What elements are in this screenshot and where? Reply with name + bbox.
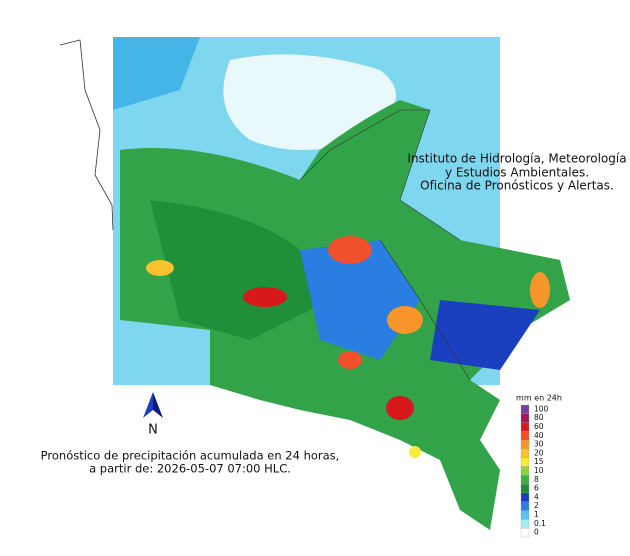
header-line: Instituto de Hidrología, Meteorología <box>407 152 626 166</box>
header-line: Oficina de Pronósticos y Alertas. <box>420 179 614 193</box>
field-patch <box>409 446 421 458</box>
legend-swatch <box>520 510 530 520</box>
legend-swatch <box>520 484 530 494</box>
legend-swatch <box>520 466 530 476</box>
field-patch <box>386 396 414 420</box>
legend-label: 2 <box>534 501 539 510</box>
legend-swatch <box>520 422 530 432</box>
legend-swatch <box>520 404 530 414</box>
precip-field <box>113 37 570 530</box>
field-patch <box>113 37 200 110</box>
north-arrow <box>143 392 153 418</box>
north-label: N <box>148 423 158 438</box>
legend-title: mm en 24h <box>516 394 562 403</box>
caption-line: Pronóstico de precipitación acumulada en… <box>41 449 340 463</box>
legend-box <box>510 390 568 540</box>
legend-swatch <box>520 413 530 423</box>
field-patch <box>530 272 550 308</box>
header-line: y Estudios Ambientales. <box>445 166 589 180</box>
field-patch <box>430 300 540 370</box>
legend-label: 80 <box>534 413 544 422</box>
field-patch <box>300 240 420 360</box>
legend-swatch <box>520 475 530 485</box>
legend-label: 4 <box>534 492 539 501</box>
field-patch <box>387 306 423 334</box>
field-patch <box>338 351 362 369</box>
legend-label: 20 <box>534 448 544 457</box>
border <box>299 109 471 381</box>
legend-swatch <box>520 440 530 450</box>
legend-label: 0.1 <box>534 519 546 528</box>
field-patch <box>243 287 287 307</box>
legend-swatch <box>520 501 530 511</box>
dry-area <box>223 54 396 150</box>
field-patch <box>150 200 330 340</box>
legend-label: 1 <box>534 510 539 519</box>
legend-label: 100 <box>534 404 549 413</box>
legend-label: 10 <box>534 466 544 475</box>
legend-swatch <box>520 457 530 467</box>
legend-label: 15 <box>534 457 544 466</box>
field-patch <box>328 236 372 264</box>
north-arrow <box>153 392 163 418</box>
legend-label: 60 <box>534 422 544 431</box>
legend-swatch <box>520 448 530 458</box>
legend-swatch <box>520 431 530 441</box>
legend-label: 8 <box>534 475 539 484</box>
field-patch <box>146 260 174 276</box>
legend-label: 30 <box>534 440 544 449</box>
legend-swatch <box>520 528 530 538</box>
legend-swatch <box>520 519 530 529</box>
legend-label: 40 <box>534 431 544 440</box>
legend-label: 0 <box>534 528 539 537</box>
legend-label: 6 <box>534 484 539 493</box>
caption-line: a partir de: 2026-05-07 07:00 HLC. <box>89 462 291 476</box>
legend-swatch <box>520 492 530 502</box>
coastline <box>59 39 114 231</box>
